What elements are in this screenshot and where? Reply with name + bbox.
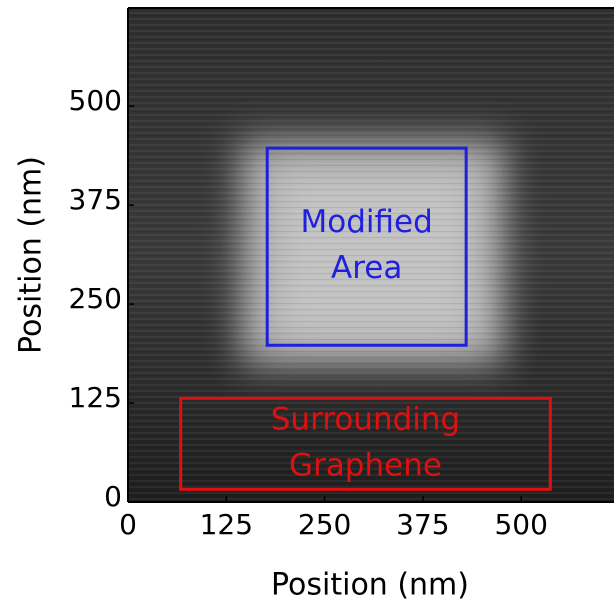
- x-axis-label: Position (nm): [271, 568, 469, 603]
- microscopy-image: [128, 8, 614, 502]
- y-tick-label: 375: [69, 183, 122, 216]
- x-tick-label: 500: [494, 508, 547, 541]
- annotation-text: Graphene: [289, 447, 442, 483]
- annotation-text: Surrounding: [271, 401, 460, 437]
- annotation-text: Modified: [301, 204, 433, 240]
- x-tick-label: 250: [298, 508, 351, 541]
- x-tick-label: 375: [396, 508, 449, 541]
- y-tick-label: 250: [69, 282, 122, 315]
- y-tick-label: 500: [69, 84, 122, 117]
- annotation-box: [265, 146, 468, 347]
- y-axis-label: Position (nm): [14, 156, 49, 354]
- x-tick-label: 0: [119, 508, 137, 541]
- y-tick-label: 0: [104, 480, 122, 513]
- y-tick-label: 125: [69, 381, 122, 414]
- x-tick-label: 125: [200, 508, 253, 541]
- annotation-box: [179, 396, 552, 491]
- annotation-text: Area: [331, 250, 402, 286]
